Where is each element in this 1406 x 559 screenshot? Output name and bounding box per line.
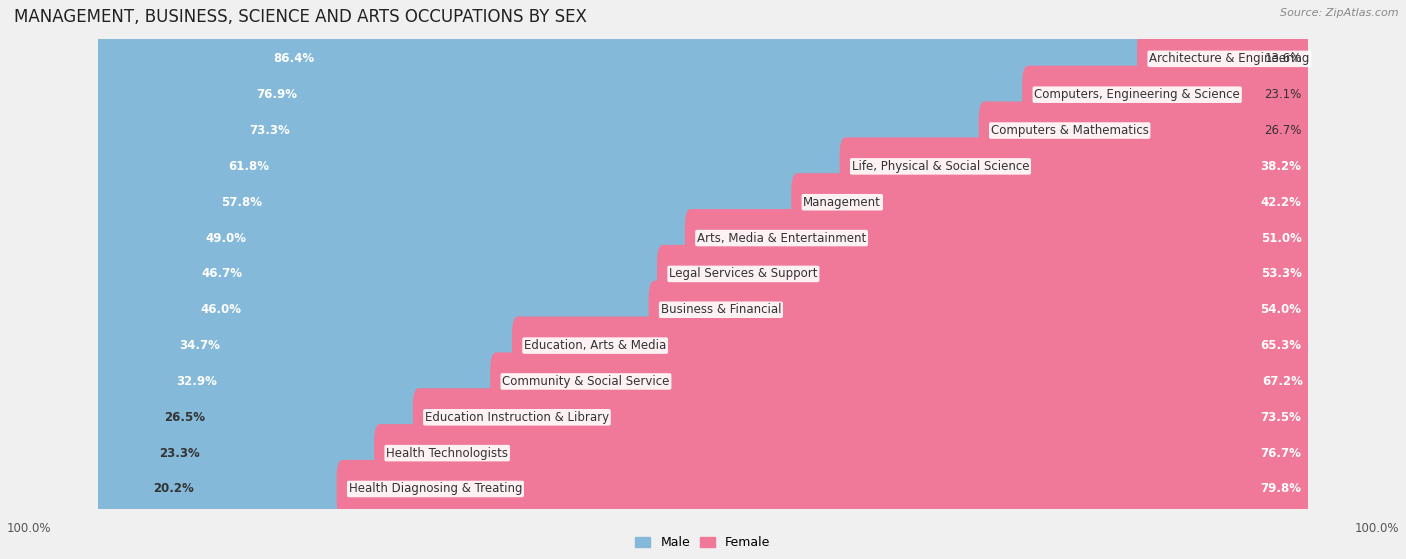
FancyBboxPatch shape <box>98 400 1308 434</box>
FancyBboxPatch shape <box>1022 65 1313 124</box>
Text: 26.7%: 26.7% <box>1264 124 1302 137</box>
Text: Management: Management <box>803 196 882 209</box>
Text: 73.3%: 73.3% <box>249 124 290 137</box>
Text: 23.1%: 23.1% <box>1264 88 1302 101</box>
FancyBboxPatch shape <box>792 173 1313 231</box>
FancyBboxPatch shape <box>98 364 1308 399</box>
Text: Computers, Engineering & Science: Computers, Engineering & Science <box>1035 88 1240 101</box>
FancyBboxPatch shape <box>98 78 1308 112</box>
Text: 67.2%: 67.2% <box>1261 375 1303 388</box>
Text: Computers & Mathematics: Computers & Mathematics <box>991 124 1149 137</box>
Text: 13.6%: 13.6% <box>1264 53 1302 65</box>
FancyBboxPatch shape <box>93 138 852 196</box>
FancyBboxPatch shape <box>93 102 991 159</box>
Text: 32.9%: 32.9% <box>176 375 217 388</box>
Text: Education, Arts & Media: Education, Arts & Media <box>524 339 666 352</box>
Text: 46.7%: 46.7% <box>201 267 242 281</box>
FancyBboxPatch shape <box>685 209 1313 267</box>
FancyBboxPatch shape <box>1137 30 1313 88</box>
Text: 76.9%: 76.9% <box>256 88 297 101</box>
Text: Health Diagnosing & Treating: Health Diagnosing & Treating <box>349 482 522 495</box>
FancyBboxPatch shape <box>98 221 1308 255</box>
FancyBboxPatch shape <box>98 472 1308 506</box>
Legend: Male, Female: Male, Female <box>630 531 776 554</box>
Text: 53.3%: 53.3% <box>1261 267 1302 281</box>
FancyBboxPatch shape <box>491 352 1315 410</box>
FancyBboxPatch shape <box>93 281 661 339</box>
Text: Community & Social Service: Community & Social Service <box>502 375 669 388</box>
FancyBboxPatch shape <box>336 460 1313 518</box>
Text: 23.3%: 23.3% <box>159 447 200 459</box>
FancyBboxPatch shape <box>93 424 387 482</box>
Text: Arts, Media & Entertainment: Arts, Media & Entertainment <box>697 231 866 245</box>
Text: 42.2%: 42.2% <box>1261 196 1302 209</box>
Text: 38.2%: 38.2% <box>1261 160 1302 173</box>
Text: 73.5%: 73.5% <box>1261 411 1302 424</box>
Text: 61.8%: 61.8% <box>229 160 270 173</box>
Text: 49.0%: 49.0% <box>205 231 246 245</box>
FancyBboxPatch shape <box>93 173 803 231</box>
Text: 79.8%: 79.8% <box>1261 482 1302 495</box>
Text: 76.7%: 76.7% <box>1261 447 1302 459</box>
FancyBboxPatch shape <box>98 185 1308 220</box>
FancyBboxPatch shape <box>93 65 1035 124</box>
FancyBboxPatch shape <box>98 257 1308 291</box>
FancyBboxPatch shape <box>839 138 1313 196</box>
FancyBboxPatch shape <box>648 281 1313 339</box>
FancyBboxPatch shape <box>93 245 669 303</box>
FancyBboxPatch shape <box>98 328 1308 363</box>
Text: Education Instruction & Library: Education Instruction & Library <box>425 411 609 424</box>
FancyBboxPatch shape <box>93 352 502 410</box>
Text: 54.0%: 54.0% <box>1261 303 1302 316</box>
FancyBboxPatch shape <box>98 292 1308 327</box>
FancyBboxPatch shape <box>93 30 1149 88</box>
Text: 46.0%: 46.0% <box>200 303 240 316</box>
Text: Life, Physical & Social Science: Life, Physical & Social Science <box>852 160 1029 173</box>
FancyBboxPatch shape <box>413 389 1313 446</box>
FancyBboxPatch shape <box>98 149 1308 183</box>
Text: 65.3%: 65.3% <box>1261 339 1302 352</box>
FancyBboxPatch shape <box>657 245 1313 303</box>
FancyBboxPatch shape <box>93 209 697 267</box>
FancyBboxPatch shape <box>98 41 1308 76</box>
FancyBboxPatch shape <box>512 316 1313 375</box>
FancyBboxPatch shape <box>98 113 1308 148</box>
Text: 34.7%: 34.7% <box>180 339 221 352</box>
Text: 100.0%: 100.0% <box>7 522 52 535</box>
FancyBboxPatch shape <box>93 316 524 375</box>
FancyBboxPatch shape <box>93 389 425 446</box>
Text: 20.2%: 20.2% <box>153 482 194 495</box>
Text: 26.5%: 26.5% <box>165 411 205 424</box>
FancyBboxPatch shape <box>374 424 1313 482</box>
Text: Legal Services & Support: Legal Services & Support <box>669 267 818 281</box>
Text: Source: ZipAtlas.com: Source: ZipAtlas.com <box>1281 8 1399 18</box>
FancyBboxPatch shape <box>93 460 349 518</box>
Text: 57.8%: 57.8% <box>221 196 263 209</box>
Text: 100.0%: 100.0% <box>1354 522 1399 535</box>
Text: Health Technologists: Health Technologists <box>387 447 508 459</box>
Text: Architecture & Engineering: Architecture & Engineering <box>1149 53 1309 65</box>
Text: Business & Financial: Business & Financial <box>661 303 782 316</box>
FancyBboxPatch shape <box>979 102 1313 159</box>
Text: MANAGEMENT, BUSINESS, SCIENCE AND ARTS OCCUPATIONS BY SEX: MANAGEMENT, BUSINESS, SCIENCE AND ARTS O… <box>14 8 586 26</box>
Text: 51.0%: 51.0% <box>1261 231 1302 245</box>
Text: 86.4%: 86.4% <box>273 53 315 65</box>
FancyBboxPatch shape <box>98 436 1308 470</box>
